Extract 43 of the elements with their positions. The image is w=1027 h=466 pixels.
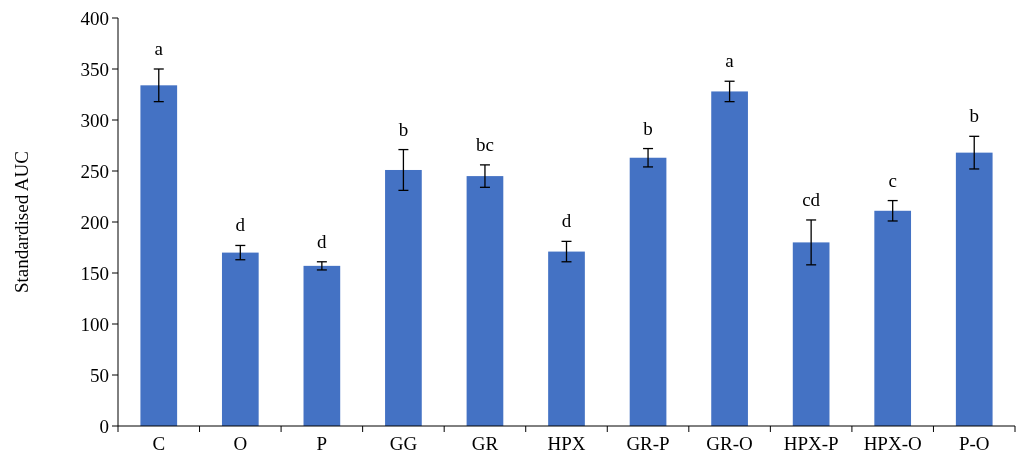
bar	[385, 169, 422, 426]
annotation: bc	[475, 133, 494, 155]
bar	[792, 242, 830, 426]
y-tick-label: 350	[80, 58, 109, 80]
x-tick-label: O	[233, 433, 248, 454]
x-tick-label: GG	[389, 433, 418, 454]
y-axis-title: Standardised AUC	[11, 151, 32, 293]
x-tick-label: HPX	[547, 433, 586, 454]
x-tick-label: C	[152, 433, 166, 454]
x-tick-label: HPX-O	[863, 433, 922, 454]
bar	[303, 265, 341, 426]
annotation: a	[154, 38, 164, 59]
y-tick-label: 400	[80, 7, 109, 29]
annotation: d	[561, 210, 572, 232]
annotation: d	[317, 230, 328, 252]
bar	[711, 91, 748, 426]
y-tick-label: 250	[80, 160, 109, 182]
annotation: a	[725, 50, 735, 72]
annotation: b	[969, 105, 979, 127]
x-tick-label: HPX-P	[783, 433, 839, 454]
bar	[140, 85, 178, 426]
y-tick-label: 50	[90, 364, 109, 386]
x-tick-label: GR-O	[706, 433, 753, 454]
y-tick-label: 200	[80, 211, 109, 233]
y-tick-label: 0	[99, 415, 109, 437]
bar	[874, 210, 912, 426]
annotation: d	[235, 214, 246, 236]
bar	[548, 251, 585, 426]
y-tick-label: 100	[80, 313, 109, 335]
x-tick-label: P-O	[958, 433, 990, 454]
annotation: c	[888, 169, 897, 191]
annotation: b	[398, 118, 409, 140]
bar	[221, 252, 259, 426]
annotation: cd	[802, 188, 821, 210]
x-tick-label: P	[316, 433, 328, 454]
x-tick-label: GR	[471, 433, 499, 454]
x-tick-label: GR-P	[626, 433, 670, 454]
y-tick-label: 300	[80, 109, 109, 131]
bar	[466, 176, 504, 426]
y-tick-label: 150	[80, 262, 109, 284]
bar	[955, 152, 993, 426]
annotation: b	[643, 117, 653, 139]
bar	[629, 157, 667, 426]
